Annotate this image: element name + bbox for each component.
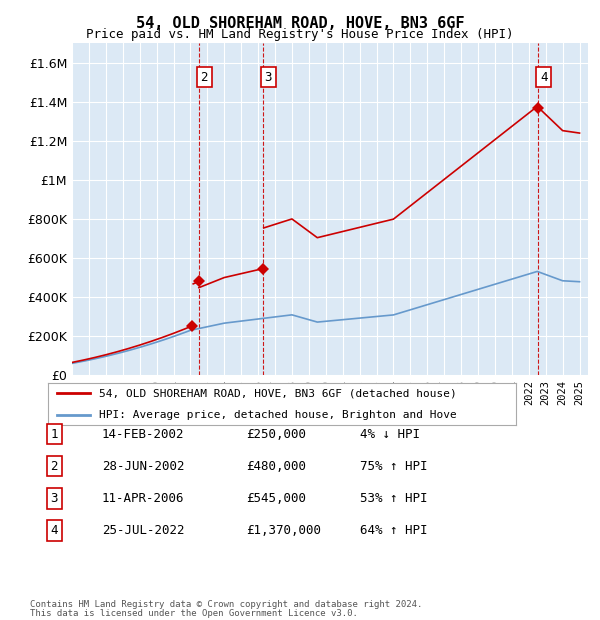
Text: 54, OLD SHOREHAM ROAD, HOVE, BN3 6GF: 54, OLD SHOREHAM ROAD, HOVE, BN3 6GF [136, 16, 464, 30]
Text: 4% ↓ HPI: 4% ↓ HPI [360, 428, 420, 440]
Text: 3: 3 [50, 492, 58, 505]
Text: 1: 1 [50, 428, 58, 440]
Text: £545,000: £545,000 [246, 492, 306, 505]
Text: 25-JUL-2022: 25-JUL-2022 [102, 525, 185, 537]
Text: 54, OLD SHOREHAM ROAD, HOVE, BN3 6GF (detached house): 54, OLD SHOREHAM ROAD, HOVE, BN3 6GF (de… [100, 388, 457, 398]
Text: This data is licensed under the Open Government Licence v3.0.: This data is licensed under the Open Gov… [30, 608, 358, 618]
Text: 4: 4 [50, 525, 58, 537]
Text: 11-APR-2006: 11-APR-2006 [102, 492, 185, 505]
Text: 2: 2 [50, 460, 58, 472]
Text: Price paid vs. HM Land Registry's House Price Index (HPI): Price paid vs. HM Land Registry's House … [86, 28, 514, 41]
Text: 28-JUN-2002: 28-JUN-2002 [102, 460, 185, 472]
Text: 2: 2 [200, 71, 208, 84]
Text: Contains HM Land Registry data © Crown copyright and database right 2024.: Contains HM Land Registry data © Crown c… [30, 600, 422, 609]
Text: 64% ↑ HPI: 64% ↑ HPI [360, 525, 427, 537]
Text: 4: 4 [540, 71, 547, 84]
Text: 14-FEB-2002: 14-FEB-2002 [102, 428, 185, 440]
Text: 53% ↑ HPI: 53% ↑ HPI [360, 492, 427, 505]
Text: £480,000: £480,000 [246, 460, 306, 472]
Text: 75% ↑ HPI: 75% ↑ HPI [360, 460, 427, 472]
Text: 3: 3 [265, 71, 272, 84]
Text: £1,370,000: £1,370,000 [246, 525, 321, 537]
Text: HPI: Average price, detached house, Brighton and Hove: HPI: Average price, detached house, Brig… [100, 410, 457, 420]
Text: £250,000: £250,000 [246, 428, 306, 440]
